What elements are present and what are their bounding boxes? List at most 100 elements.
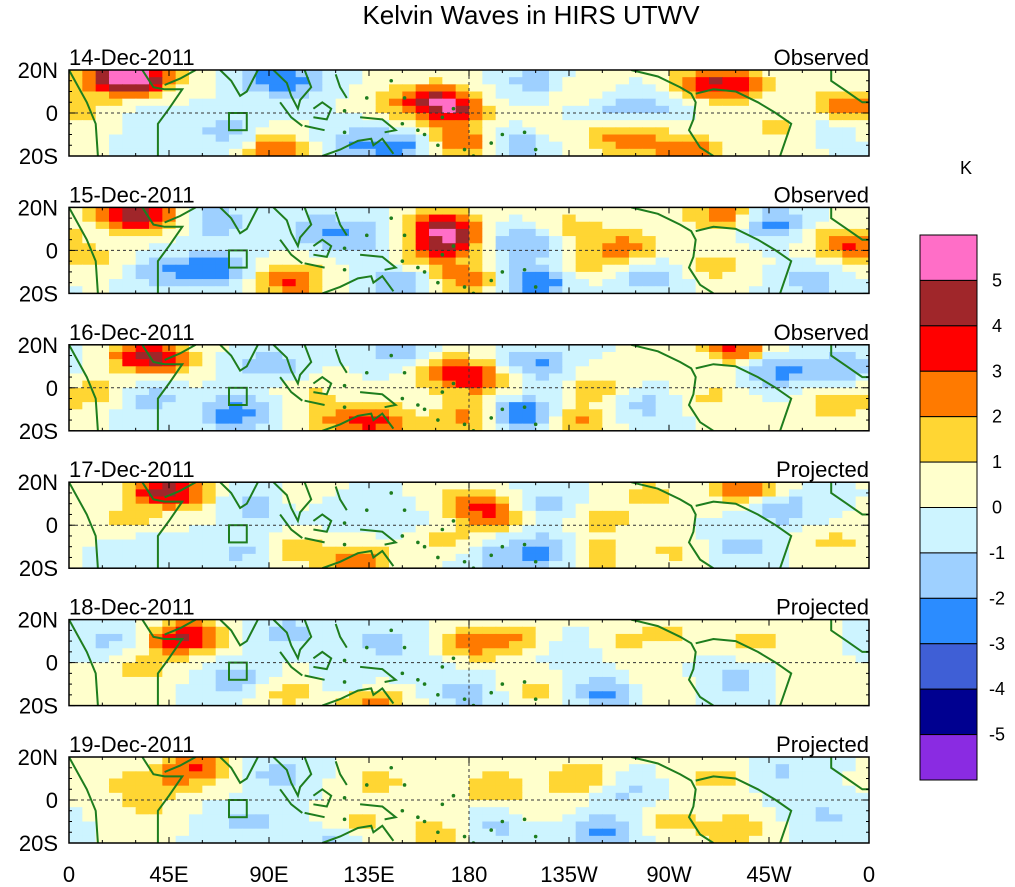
island (451, 106, 456, 111)
anomaly-cell (282, 271, 297, 280)
anomaly-cell (335, 655, 350, 664)
anomaly-cell (535, 286, 550, 294)
anomaly-cell (295, 257, 310, 266)
anomaly-cell (789, 264, 803, 273)
anomaly-cell (282, 764, 297, 772)
anomaly-cell (69, 792, 83, 801)
anomaly-cell (109, 814, 123, 823)
anomaly-cell (722, 264, 737, 273)
anomaly-cell (629, 113, 643, 121)
anomaly-cell (815, 553, 830, 562)
anomaly-cell (202, 489, 217, 498)
anomaly-cell (749, 828, 763, 837)
anomaly-cell (429, 113, 443, 121)
anomaly-cell (589, 835, 603, 843)
anomaly-cell (415, 561, 430, 569)
anomaly-cell (309, 655, 323, 664)
anomaly-cell (255, 264, 270, 273)
anomaly-cell (695, 561, 710, 569)
anomaly-cell (442, 561, 457, 569)
anomaly-cell (562, 279, 577, 287)
anomaly-cell (482, 510, 497, 519)
anomaly-cell (535, 757, 550, 765)
anomaly-cell (789, 402, 803, 410)
anomaly-cell (789, 409, 803, 418)
anomaly-cell (775, 496, 790, 505)
anomaly-cell (402, 120, 417, 128)
anomaly-cell (122, 344, 137, 353)
anomaly-cell (535, 373, 550, 382)
anomaly-cell (735, 271, 750, 280)
anomaly-cell (322, 373, 337, 382)
anomaly-cell (789, 510, 803, 519)
anomaly-cell (375, 619, 390, 628)
coastline (69, 207, 99, 294)
anomaly-cell (802, 771, 817, 780)
anomaly-cell (335, 148, 350, 156)
anomaly-cell (309, 489, 323, 498)
anomaly-cell (295, 127, 310, 136)
anomaly-cell (722, 380, 737, 389)
anomaly-cell (829, 409, 843, 418)
anomaly-cell (362, 387, 377, 396)
anomaly-cell (602, 561, 617, 569)
anomaly-cell (202, 626, 217, 635)
anomaly-cell (335, 98, 350, 107)
anomaly-cell (789, 626, 803, 635)
anomaly-cell (549, 264, 563, 273)
anomaly-cell (442, 236, 457, 244)
anomaly-cell (135, 835, 150, 843)
anomaly-cell (602, 221, 617, 230)
anomaly-cell (762, 394, 777, 403)
anomaly-cell (389, 373, 403, 382)
anomaly-cell (95, 394, 110, 403)
anomaly-cell (495, 539, 510, 548)
anomaly-cell (95, 84, 110, 93)
anomaly-cell (642, 120, 657, 128)
anomaly-cell (802, 257, 817, 266)
anomaly-cell (682, 120, 697, 128)
anomaly-cell (535, 510, 550, 519)
island (402, 645, 407, 650)
anomaly-cell (295, 771, 310, 780)
anomaly-cell (682, 641, 697, 649)
coastline (695, 500, 793, 569)
anomaly-cell (629, 373, 643, 382)
anomaly-cell (322, 105, 337, 114)
anomaly-cell (789, 489, 803, 498)
anomaly-cell (575, 279, 590, 287)
anomaly-cell (455, 669, 470, 678)
anomaly-cell (709, 416, 723, 425)
anomaly-cell (815, 633, 830, 642)
anomaly-cell (455, 279, 470, 287)
anomaly-cell (229, 757, 243, 765)
anomaly-cell (549, 148, 563, 156)
anomaly-cell (189, 633, 203, 642)
anomaly-cell (269, 84, 283, 93)
anomaly-cell (69, 98, 83, 107)
coastline (360, 253, 399, 271)
anomaly-cell (575, 134, 590, 143)
anomaly-cell (562, 416, 577, 425)
anomaly-cell (695, 771, 710, 780)
anomaly-cell (269, 553, 283, 562)
anomaly-cell (709, 496, 723, 505)
anomaly-cell (429, 279, 443, 287)
anomaly-cell (789, 423, 803, 431)
anomaly-cell (482, 546, 497, 555)
anomaly-cell (762, 409, 777, 418)
anomaly-cell (495, 279, 510, 287)
anomaly-cell (215, 351, 230, 360)
anomaly-cell (762, 120, 777, 128)
anomaly-cell (855, 764, 869, 772)
anomaly-cell (82, 423, 97, 431)
anomaly-cell (722, 800, 737, 808)
island (489, 278, 494, 283)
anomaly-cell (242, 546, 257, 555)
anomaly-cell (722, 141, 737, 150)
anomaly-cell (509, 91, 523, 100)
anomaly-cell (69, 835, 83, 843)
anomaly-cell (295, 821, 310, 830)
anomaly-cell (309, 821, 323, 830)
anomaly-cell (709, 648, 723, 657)
